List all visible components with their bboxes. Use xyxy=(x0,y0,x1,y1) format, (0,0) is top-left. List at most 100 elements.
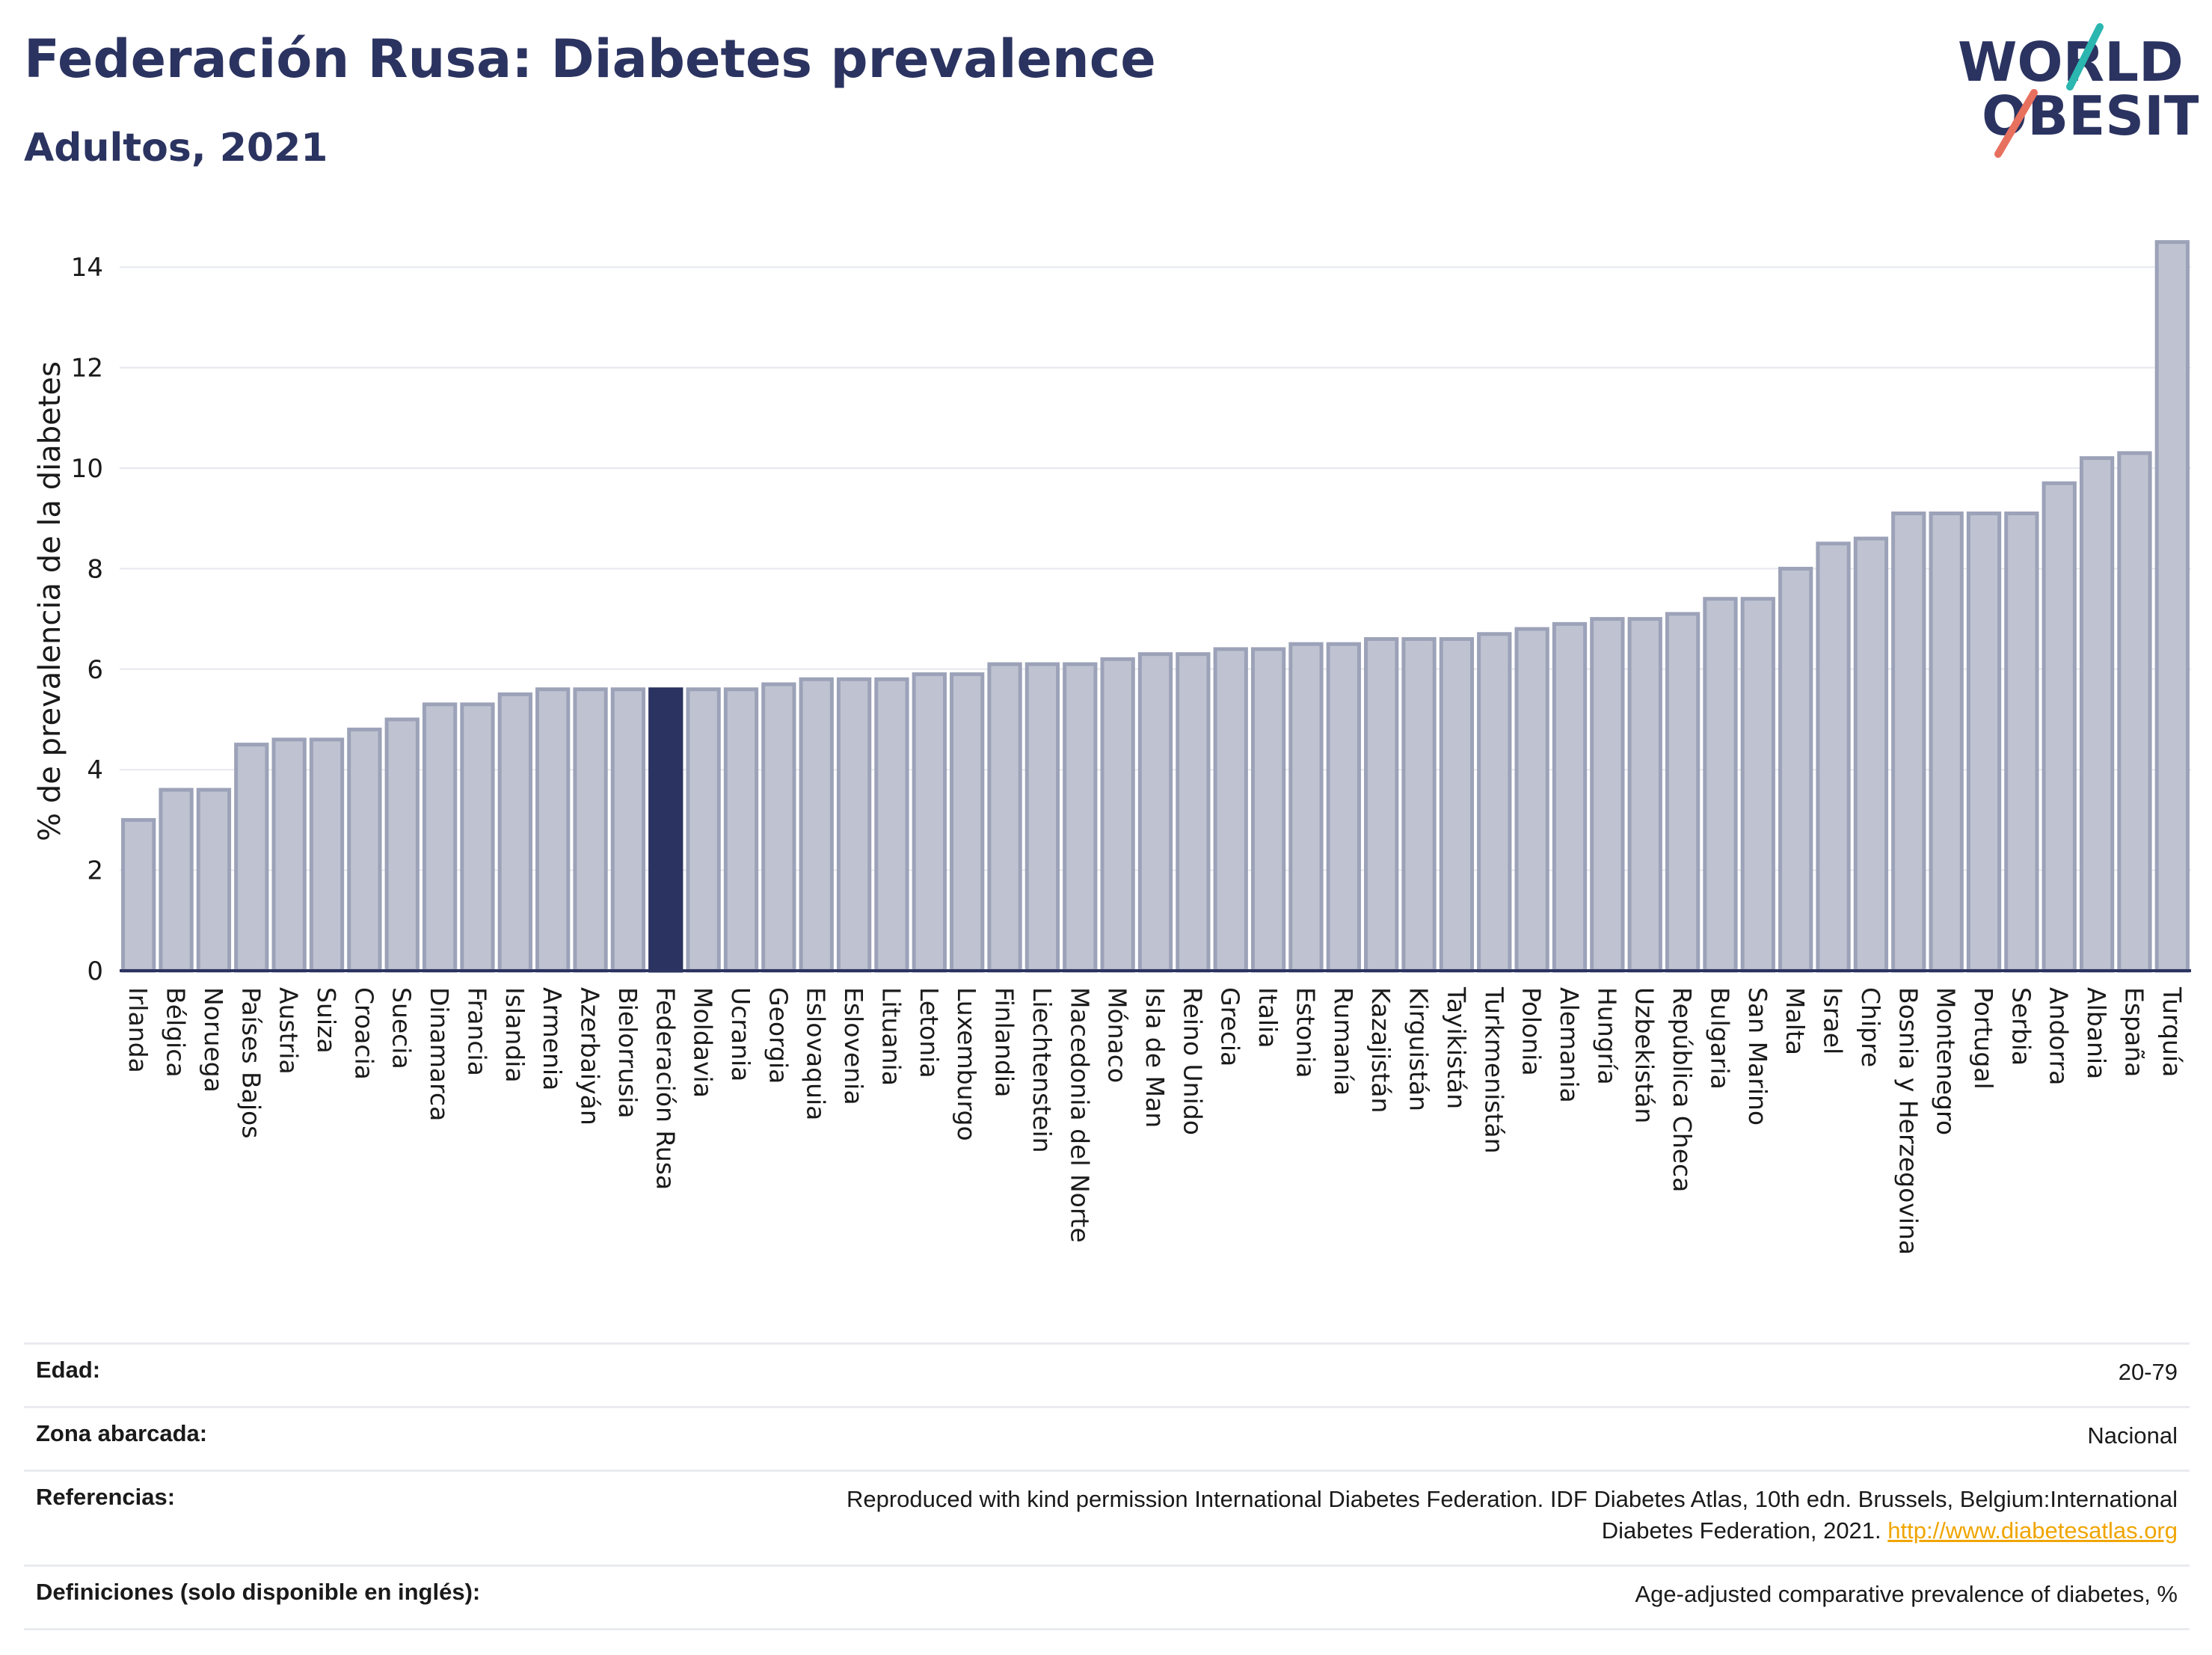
x-tick-label: Bosnia y Herzegovina xyxy=(1893,987,1923,1255)
bar xyxy=(271,737,307,973)
bar xyxy=(573,687,608,973)
x-tick-label: Polonia xyxy=(1517,987,1546,1076)
x-tick-label: Albania xyxy=(2082,987,2111,1079)
x-tick-label: Georgia xyxy=(764,987,793,1084)
bar xyxy=(1816,541,1851,973)
meta-area-label: Zona abarcada: xyxy=(36,1420,208,1446)
bar xyxy=(2004,511,2039,973)
bar xyxy=(1966,511,2002,973)
x-axis-labels: Irlanda Bélgica Noruega Países Bajos Austria… xyxy=(123,986,2187,1255)
x-tick-label: Mónaco xyxy=(1103,987,1132,1083)
meta-refs-value: Reproduced with kind permission Internat… xyxy=(847,1484,2178,1547)
bar xyxy=(1590,617,1625,973)
bar xyxy=(497,692,532,973)
bars xyxy=(121,240,2190,973)
bar xyxy=(1063,662,1098,973)
diabetes-atlas-link[interactable]: http://www.diabetesatlas.org xyxy=(1887,1517,2178,1544)
bar xyxy=(1176,652,1211,973)
bar xyxy=(1853,536,1889,973)
y-axis-ticks: 0 2 4 6 8 10 12 14 xyxy=(71,253,103,986)
bar xyxy=(1740,597,1775,973)
x-tick-label: Alemania xyxy=(1555,987,1584,1103)
bar xyxy=(1288,642,1324,973)
bar xyxy=(987,662,1022,973)
x-tick-label: Noruega xyxy=(199,987,228,1093)
bar xyxy=(460,702,495,973)
x-tick-label: Dinamarca xyxy=(425,987,454,1121)
bar xyxy=(1024,662,1060,973)
bar xyxy=(1514,627,1549,973)
bar xyxy=(874,677,909,973)
x-tick-label: Bielorrusia xyxy=(613,987,642,1119)
bar xyxy=(535,687,571,973)
y-tick-label: 8 xyxy=(87,554,103,584)
x-tick-label: Lituania xyxy=(876,987,906,1086)
x-tick-label: Turquía xyxy=(2157,986,2187,1077)
x-tick-label: Croacia xyxy=(349,987,378,1080)
bar xyxy=(1326,642,1361,973)
bar xyxy=(2154,240,2190,973)
bar xyxy=(912,672,947,973)
x-tick-label: Kirguistán xyxy=(1404,987,1434,1111)
x-tick-label: Kazajistán xyxy=(1366,987,1395,1113)
bar xyxy=(799,677,834,973)
bar xyxy=(950,672,985,973)
chart-subtitle: Adultos, 2021 xyxy=(24,126,328,171)
x-tick-label: Letonia xyxy=(915,987,944,1078)
bar xyxy=(234,743,269,973)
x-tick-label: Austria xyxy=(274,987,304,1075)
bar xyxy=(836,677,872,973)
meta-refs-text-2: Diabetes Federation, 2021. xyxy=(1601,1517,1888,1544)
y-tick-label: 0 xyxy=(87,957,103,986)
bar xyxy=(686,687,721,973)
x-tick-label: Irlanda xyxy=(123,987,153,1073)
bar xyxy=(2042,481,2077,973)
chart-title: Federación Rusa: Diabetes prevalence xyxy=(24,28,1156,90)
meta-age-value: 20-79 xyxy=(2118,1359,2178,1385)
x-tick-label: Chipre xyxy=(1856,987,1885,1067)
bar xyxy=(159,787,194,973)
bar xyxy=(1929,511,1964,973)
logo-line-obesity: OBESITY xyxy=(1982,85,2199,147)
x-tick-label: Hungría xyxy=(1592,987,1621,1085)
logo-slash-coral xyxy=(1994,89,2038,158)
x-tick-label: Finlandia xyxy=(990,987,1019,1097)
x-tick-label: Isla de Man xyxy=(1140,987,1170,1128)
meta-row-definitions: Definiciones (solo disponible en inglés)… xyxy=(24,1565,2190,1630)
y-tick-label: 10 xyxy=(71,454,103,484)
x-tick-label: Rumanía xyxy=(1329,987,1358,1096)
y-tick-label: 4 xyxy=(87,755,103,785)
bar xyxy=(1627,617,1662,973)
x-tick-label: Suecia xyxy=(387,987,417,1069)
y-tick-label: 6 xyxy=(87,655,103,685)
bar xyxy=(1439,636,1475,973)
x-tick-label: Grecia xyxy=(1216,987,1245,1066)
y-tick-label: 14 xyxy=(71,253,103,283)
x-tick-label: Liechtenstein xyxy=(1027,987,1057,1153)
x-tick-label: Luxemburgo xyxy=(952,987,981,1141)
bar xyxy=(1137,652,1173,973)
meta-area-value: Nacional xyxy=(2087,1422,2178,1449)
x-tick-label: Ucrania xyxy=(726,987,755,1081)
x-tick-label: Uzbekistán xyxy=(1630,987,1659,1123)
x-tick-label: Andorra xyxy=(2044,987,2074,1085)
bar-highlighted xyxy=(648,687,683,973)
x-tick-label: Armenia xyxy=(538,987,567,1090)
x-tick-label: Estonia xyxy=(1291,987,1320,1078)
x-tick-label: Azerbaiyán xyxy=(576,987,605,1126)
x-tick-label: Reino Unido xyxy=(1178,987,1207,1135)
bar xyxy=(1401,636,1437,973)
bar xyxy=(121,817,156,973)
bar xyxy=(1364,636,1399,973)
bar xyxy=(2079,456,2115,973)
x-tick-label: República Checa xyxy=(1668,987,1697,1192)
meta-age-label: Edad: xyxy=(36,1357,101,1383)
bar xyxy=(1891,511,1926,973)
bar xyxy=(422,702,458,973)
x-tick-label: Bulgaria xyxy=(1705,987,1734,1090)
meta-defs-label: Definiciones (solo disponible en inglés)… xyxy=(36,1579,481,1605)
meta-row-references: Referencias: Reproduced with kind permis… xyxy=(24,1470,2190,1565)
y-tick-label: 2 xyxy=(87,856,103,886)
x-tick-label: Eslovaquia xyxy=(802,987,831,1120)
meta-row-age: Edad: 20-79 xyxy=(24,1342,2190,1406)
